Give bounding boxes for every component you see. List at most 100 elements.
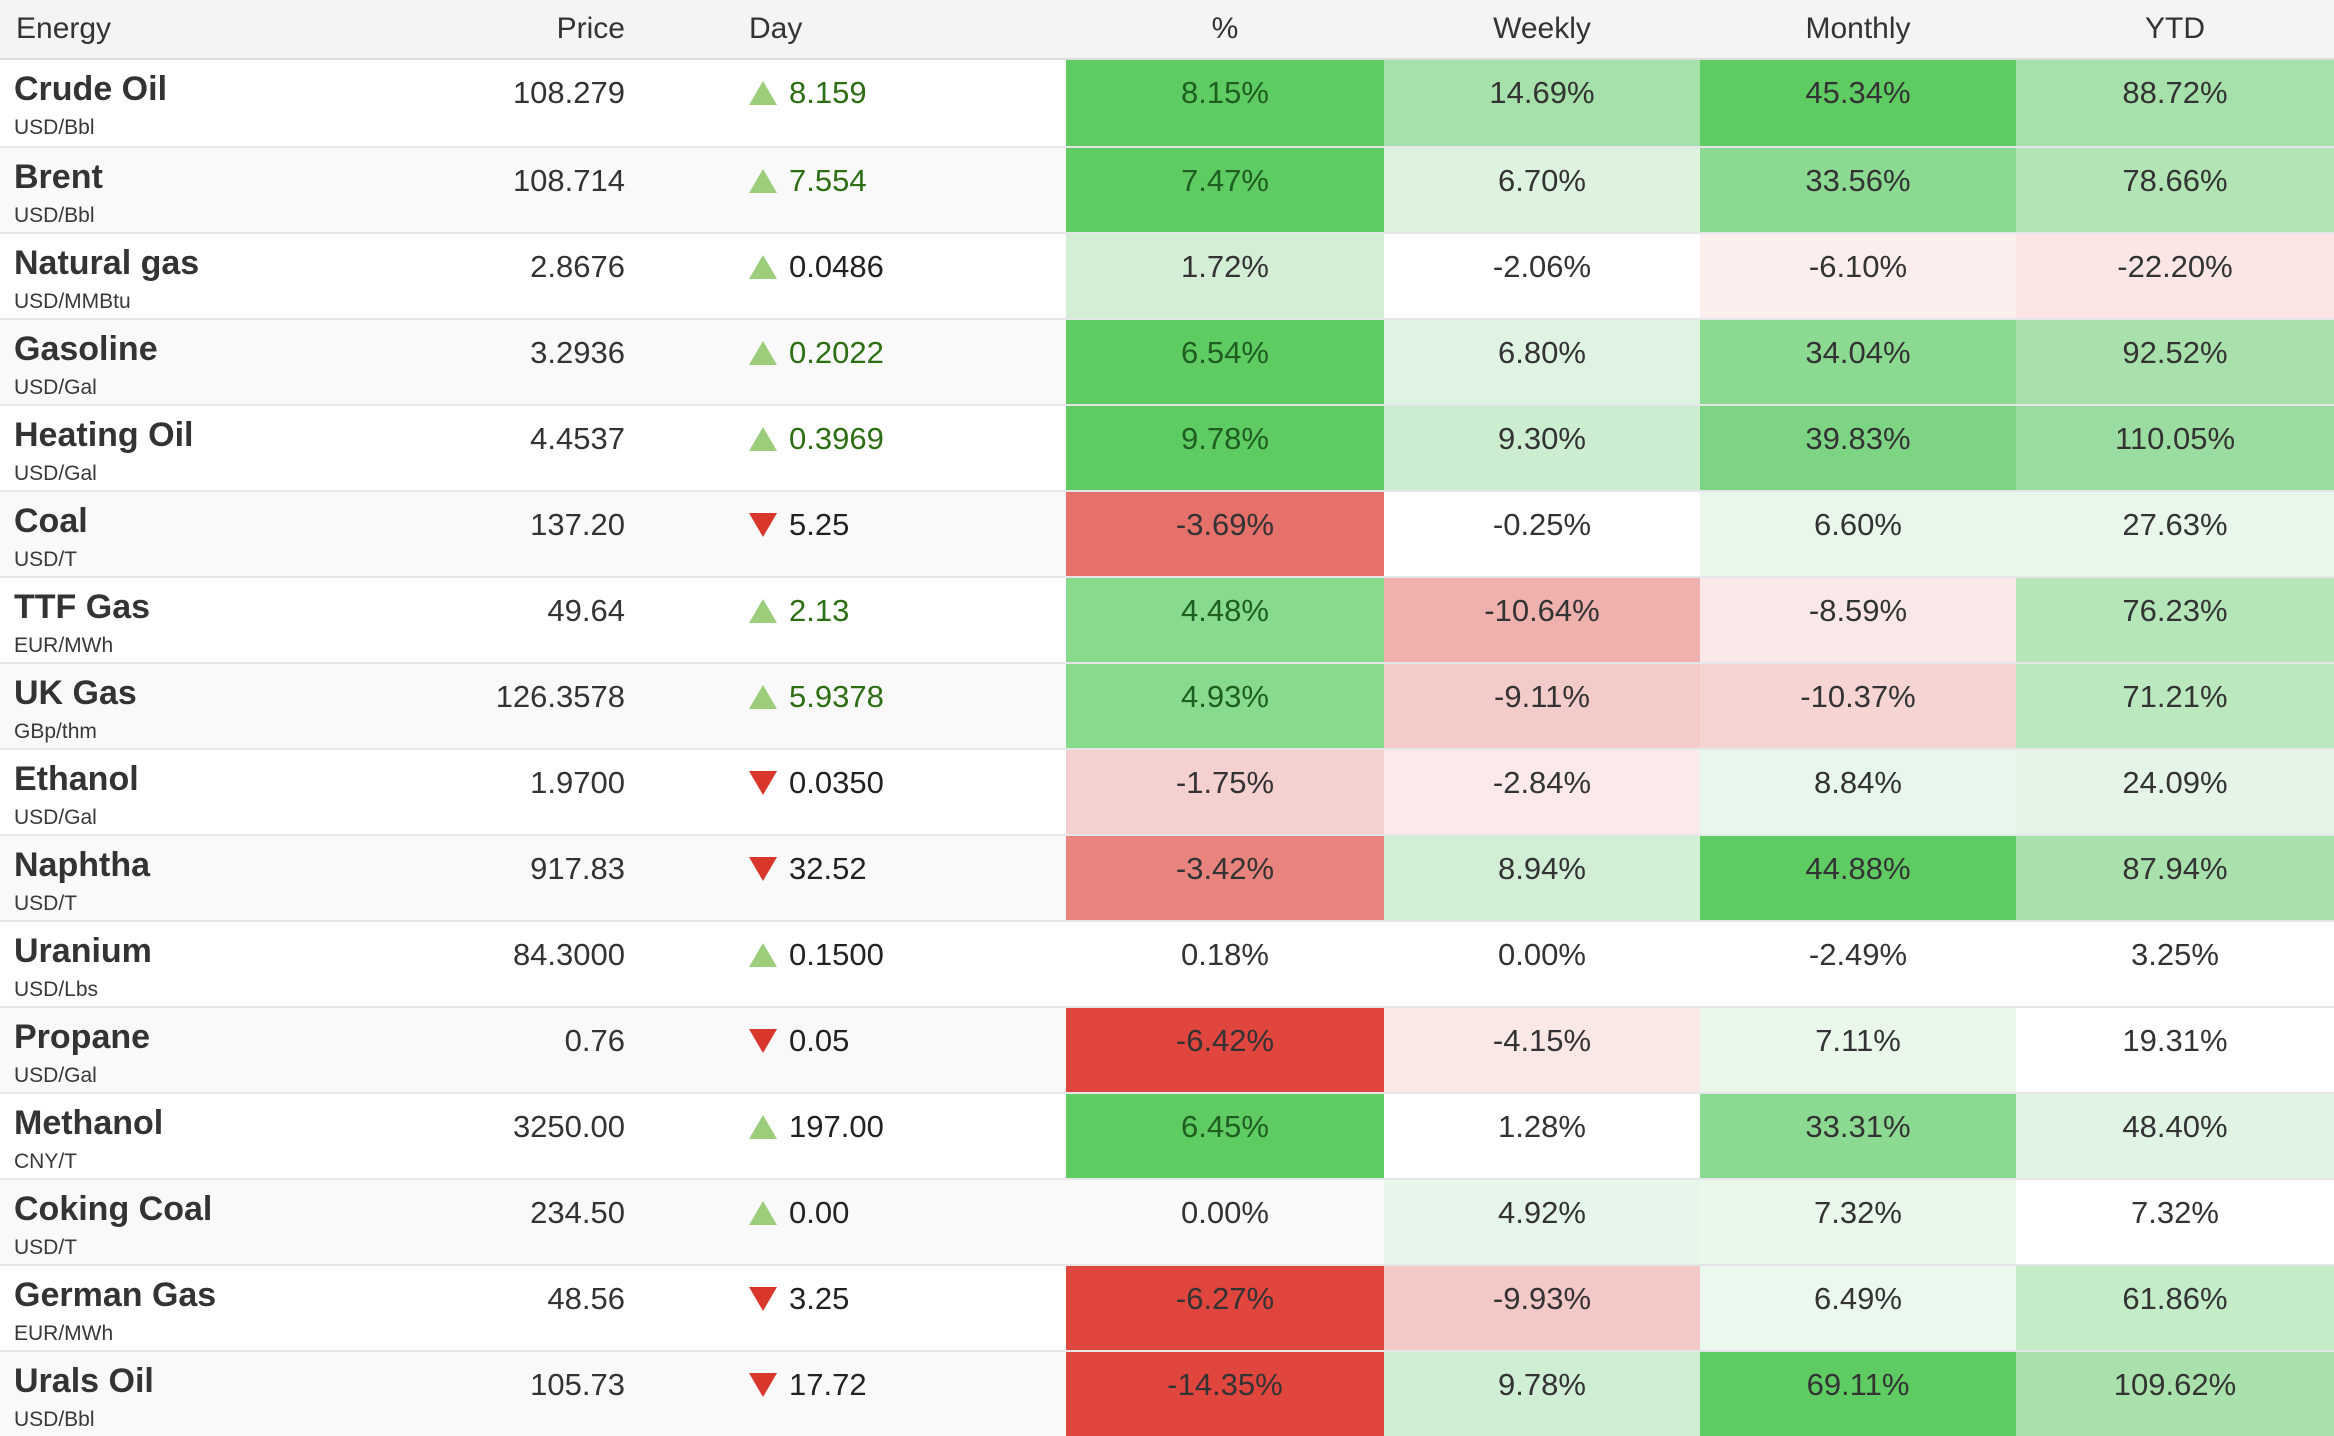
table-row[interactable]: Urals Oil USD/Bbl 105.73 17.72 -14.35% 9… [0,1350,2334,1436]
weekly-change-cell: -9.93% [1384,1266,1700,1350]
table-row[interactable]: Coking Coal USD/T 234.50 0.00 0.00% 4.92… [0,1178,2334,1264]
price-value: 126.3578 [495,679,625,714]
price-value: 234.50 [530,1195,625,1230]
table-row[interactable]: Coal USD/T 137.20 5.25 -3.69% -0.25% 6.6… [0,490,2334,576]
ytd-change-cell: 78.66% [2016,148,2334,232]
table-row[interactable]: Propane USD/Gal 0.76 0.05 -6.42% -4.15% … [0,1006,2334,1092]
price-value: 3250.00 [512,1109,625,1144]
percent-change-cell: 4.93% [1066,664,1384,748]
direction-triangle-icon [749,513,777,537]
percent-change-cell: -3.69% [1066,492,1384,576]
commodity-name: Ethanol [14,760,139,798]
monthly-change-cell: -8.59% [1700,578,2016,662]
price-value: 917.83 [530,851,625,886]
ytd-change-cell: 88.72% [2016,60,2334,146]
day-change: 0.0486 [625,234,1066,318]
day-change-value: 0.2022 [789,335,884,370]
table-row[interactable]: Brent USD/Bbl 108.714 7.554 7.47% 6.70% … [0,146,2334,232]
percent-change-cell: -14.35% [1066,1352,1384,1436]
day-change-value: 17.72 [789,1367,867,1402]
day-change-value: 8.159 [789,75,867,110]
table-header: Energy Price Day % Weekly Monthly YTD [0,0,2334,60]
commodity-unit: USD/Bbl [14,204,95,227]
ytd-change-cell: 109.62% [2016,1352,2334,1436]
direction-triangle-icon [749,1373,777,1397]
direction-triangle-icon [749,943,777,967]
percent-change-cell: 8.15% [1066,60,1384,146]
price-value: 105.73 [530,1367,625,1402]
day-change-value: 0.1500 [789,937,884,972]
ytd-change-cell: 61.86% [2016,1266,2334,1350]
weekly-change-cell: -9.11% [1384,664,1700,748]
day-change: 0.2022 [625,320,1066,404]
header-day: Day [749,12,803,45]
header-percent: % [1211,12,1239,45]
ytd-change-cell: 27.63% [2016,492,2334,576]
day-change: 8.159 [625,60,1066,146]
table-row[interactable]: Natural gas USD/MMBtu 2.8676 0.0486 1.72… [0,232,2334,318]
table-row[interactable]: Ethanol USD/Gal 1.9700 0.0350 -1.75% -2.… [0,748,2334,834]
percent-change-cell: 4.48% [1066,578,1384,662]
ytd-change-cell: 24.09% [2016,750,2334,834]
price-value: 49.64 [547,593,625,628]
day-change-value: 5.25 [789,507,850,542]
table-row[interactable]: Naphtha USD/T 917.83 32.52 -3.42% 8.94% … [0,834,2334,920]
day-change: 0.3969 [625,406,1066,490]
direction-triangle-icon [749,341,777,365]
weekly-change-cell: 14.69% [1384,60,1700,146]
header-weekly: Weekly [1493,12,1591,45]
day-change: 0.1500 [625,922,1066,1006]
direction-triangle-icon [749,857,777,881]
percent-change-cell: -1.75% [1066,750,1384,834]
commodity-name: Gasoline [14,330,158,368]
ytd-change-cell: 19.31% [2016,1008,2334,1092]
percent-change-cell: 0.18% [1066,922,1384,1006]
percent-change-cell: 9.78% [1066,406,1384,490]
direction-triangle-icon [749,1287,777,1311]
table-row[interactable]: TTF Gas EUR/MWh 49.64 2.13 4.48% -10.64%… [0,576,2334,662]
commodity-unit: USD/Bbl [14,1408,95,1431]
commodity-unit: GBp/thm [14,720,97,743]
commodity-unit: USD/T [14,1236,77,1259]
table-row[interactable]: UK Gas GBp/thm 126.3578 5.9378 4.93% -9.… [0,662,2334,748]
commodity-unit: EUR/MWh [14,1322,114,1345]
percent-change-cell: 1.72% [1066,234,1384,318]
price-value: 108.279 [512,75,625,110]
direction-triangle-icon [749,1029,777,1053]
day-change: 7.554 [625,148,1066,232]
table-row[interactable]: Crude Oil USD/Bbl 108.279 8.159 8.15% 14… [0,60,2334,146]
commodity-name: TTF Gas [14,588,151,626]
price-value: 2.8676 [530,249,625,284]
header-ytd: YTD [2145,12,2205,45]
percent-change-cell: -6.27% [1066,1266,1384,1350]
ytd-change-cell: 7.32% [2016,1180,2334,1264]
commodity-unit: USD/Lbs [14,978,99,1001]
direction-triangle-icon [749,771,777,795]
weekly-change-cell: 1.28% [1384,1094,1700,1178]
day-change: 5.9378 [625,664,1066,748]
day-change-value: 0.00 [789,1195,850,1230]
price-value: 108.714 [512,163,625,198]
commodity-unit: USD/Gal [14,462,97,485]
table-row[interactable]: German Gas EUR/MWh 48.56 3.25 -6.27% -9.… [0,1264,2334,1350]
commodity-name: Urals Oil [14,1362,154,1400]
table-row[interactable]: Gasoline USD/Gal 3.2936 0.2022 6.54% 6.8… [0,318,2334,404]
day-change-value: 0.05 [789,1023,850,1058]
commodity-unit: EUR/MWh [14,634,114,657]
ytd-change-cell: 110.05% [2016,406,2334,490]
table-row[interactable]: Heating Oil USD/Gal 4.4537 0.3969 9.78% … [0,404,2334,490]
commodity-name: German Gas [14,1276,217,1314]
monthly-change-cell: 8.84% [1700,750,2016,834]
table-row[interactable]: Uranium USD/Lbs 84.3000 0.1500 0.18% 0.0… [0,920,2334,1006]
commodity-unit: USD/Gal [14,806,97,829]
ytd-change-cell: 71.21% [2016,664,2334,748]
monthly-change-cell: 6.60% [1700,492,2016,576]
ytd-change-cell: 48.40% [2016,1094,2334,1178]
table-row[interactable]: Methanol CNY/T 3250.00 197.00 6.45% 1.28… [0,1092,2334,1178]
percent-change-cell: 0.00% [1066,1180,1384,1264]
monthly-change-cell: 33.31% [1700,1094,2016,1178]
day-change: 32.52 [625,836,1066,920]
header-price: Price [556,12,625,45]
ytd-change-cell: 92.52% [2016,320,2334,404]
